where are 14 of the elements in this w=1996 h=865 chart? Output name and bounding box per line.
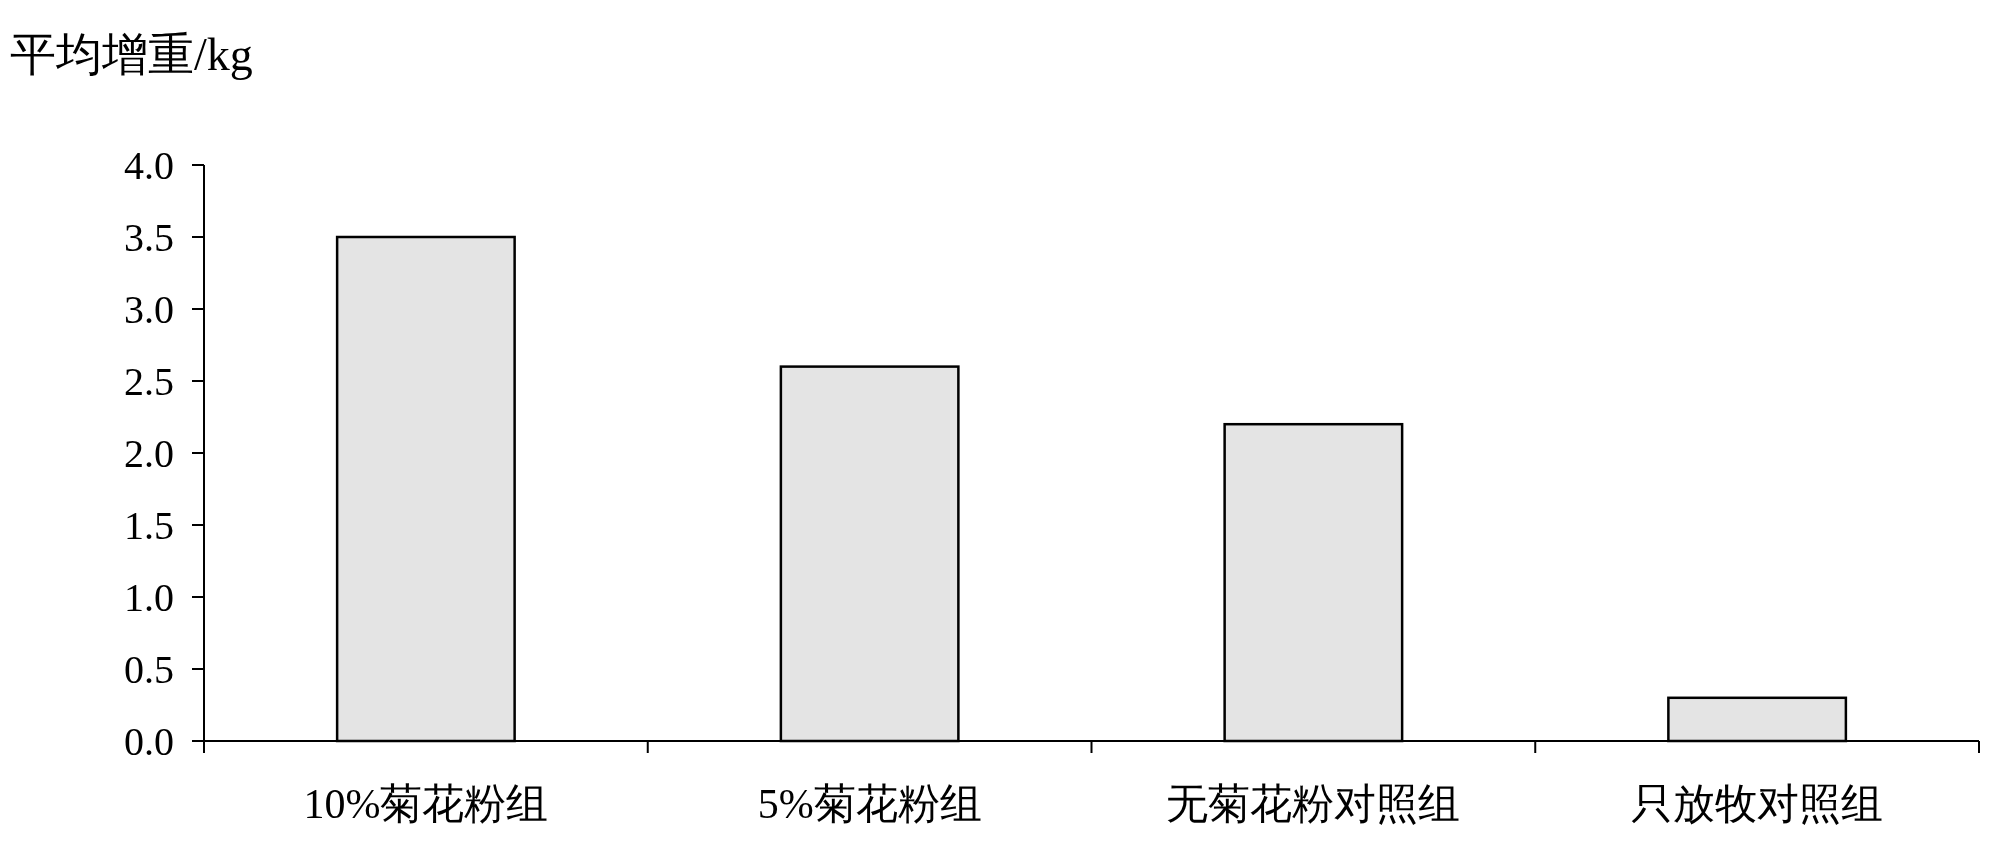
x-tick-label: 无菊花粉对照组 bbox=[1166, 781, 1461, 827]
y-tick-label: 3.5 bbox=[124, 214, 174, 260]
x-tick-label: 10%菊花粉组 bbox=[303, 781, 549, 827]
y-tick-label: 2.0 bbox=[124, 430, 174, 476]
y-tick-label: 4.0 bbox=[124, 142, 174, 188]
y-tick-label: 3.0 bbox=[124, 286, 174, 332]
y-tick-label: 1.5 bbox=[124, 502, 174, 548]
y-tick-label: 2.5 bbox=[124, 358, 174, 404]
x-tick-label: 只放牧对照组 bbox=[1631, 781, 1884, 827]
y-axis-title: 平均增重/kg bbox=[10, 29, 253, 80]
x-tick-label: 5%菊花粉组 bbox=[757, 781, 982, 827]
y-tick-label: 0.0 bbox=[124, 718, 174, 764]
y-tick-label: 0.5 bbox=[124, 646, 174, 692]
y-tick-label: 1.0 bbox=[124, 574, 174, 620]
